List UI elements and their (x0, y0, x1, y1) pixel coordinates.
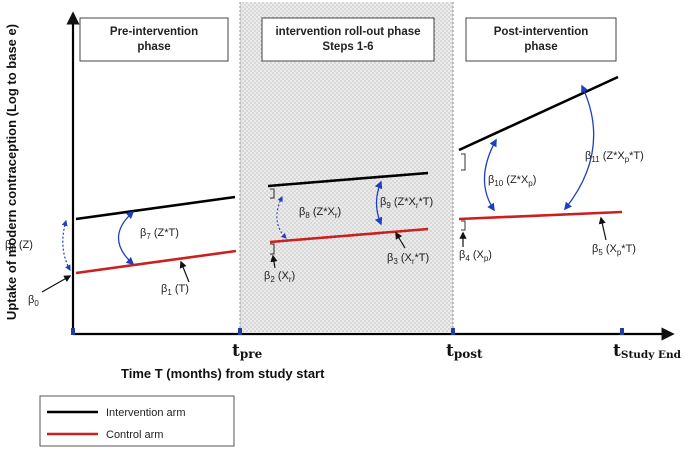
arrow-b8 (276, 196, 287, 239)
phase-title-pre-line2: phase (137, 41, 170, 53)
bracket-b10 (461, 153, 466, 171)
bracket-b4 (461, 220, 466, 231)
phase-box-post: Post-intervention phase (465, 17, 617, 62)
label-b9: β9 (Z*Xr*T) (380, 196, 433, 210)
label-b3: β3 (Xr*T) (387, 252, 429, 266)
label-b4: β4 (Xp) (459, 249, 492, 263)
control-line-pre (75, 249, 237, 275)
tick-marker-post (451, 328, 455, 335)
legend-label-intervention: Intervention arm (106, 407, 185, 419)
label-b6: β6 (Z) (5, 239, 33, 253)
legend: Intervention arm Control arm (39, 395, 235, 447)
tick-marker-end (620, 328, 624, 335)
tick-marker-pre (238, 328, 242, 335)
label-b0: β0 (28, 294, 39, 308)
phase-title-rollout-line2: Steps 1-6 (322, 41, 373, 53)
arrow-b7 (118, 210, 135, 266)
label-b2: β2 (Xr) (264, 270, 295, 284)
label-b11: β11 (Z*Xp*T) (585, 150, 644, 164)
x-axis-title: Time T (months) from study start (121, 366, 325, 381)
pointer-b0 (41, 275, 72, 293)
intervention-line-rollout (267, 171, 429, 188)
phase-title-post-line2: phase (524, 41, 557, 53)
label-b5: β5 (Xp*T) (592, 243, 636, 257)
tick-marker-start (71, 328, 75, 335)
control-line-rollout (269, 227, 429, 244)
arrow-b10 (483, 138, 497, 212)
intervention-line-pre (75, 195, 236, 221)
label-b1: β1 (T) (161, 283, 189, 297)
control-line-post (458, 210, 623, 221)
bracket-b2 (270, 243, 275, 255)
phase-box-pre: Pre-intervention phase (79, 17, 229, 62)
phase-box-rollout: intervention roll-out phase Steps 1-6 (261, 17, 435, 62)
tick-label-post: tpost (446, 341, 483, 361)
intervention-line-post (458, 75, 619, 152)
bracket-b8 (270, 188, 275, 199)
phase-title-pre-line1: Pre-intervention (110, 26, 198, 38)
arrow-b9 (374, 180, 383, 226)
label-b7: β7 (Z*T) (140, 227, 179, 241)
tick-label-end: tStudy End (613, 341, 682, 361)
tick-label-pre: tpre (232, 341, 263, 361)
phase-title-rollout-line1: intervention roll-out phase (275, 26, 420, 38)
phase-title-post-line1: Post-intervention (494, 26, 589, 38)
label-b10: β10 (Z*Xp) (488, 174, 536, 188)
pointer-b2 (270, 254, 278, 269)
pointer-b1 (179, 260, 190, 283)
pointer-b5 (598, 216, 607, 241)
label-b8: β8 (Z*Xr) (299, 206, 341, 220)
y-axis-title: Uptake of modern contraception (Log to b… (4, 24, 19, 320)
legend-label-control: Control arm (106, 429, 163, 441)
pointer-b3 (395, 231, 406, 249)
arrow-b11 (564, 84, 595, 211)
arrow-b6 (61, 219, 71, 272)
